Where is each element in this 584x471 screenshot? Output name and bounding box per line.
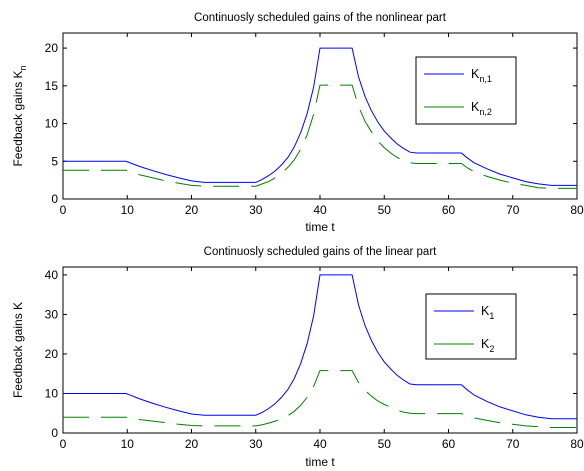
y-tick-label: 0 <box>51 192 58 206</box>
x-axis-label: time t <box>305 455 335 469</box>
x-tick-label: 20 <box>185 437 199 451</box>
series-line-2 <box>63 84 577 189</box>
legend-entry-2: Kn,2 <box>471 100 492 117</box>
legend-box <box>425 293 517 360</box>
x-tick-label: 30 <box>249 203 263 217</box>
x-tick-label: 20 <box>185 203 199 217</box>
x-tick-label: 40 <box>313 437 327 451</box>
y-tick-label: 10 <box>45 117 59 131</box>
x-tick-label: 40 <box>313 203 327 217</box>
legend-entry-1: Kn,1 <box>471 67 492 84</box>
x-tick-label: 50 <box>378 437 392 451</box>
y-axis-label: Feedback gains K <box>11 302 25 398</box>
y-tick-label: 20 <box>45 347 59 361</box>
y-axis-label: Feedback gains Kn <box>11 65 28 166</box>
y-tick-label: 0 <box>51 426 58 440</box>
x-tick-label: 80 <box>570 203 584 217</box>
legend: K1 K2 <box>425 293 517 360</box>
y-tick-label: 15 <box>45 79 59 93</box>
y-tick-label: 5 <box>51 154 58 168</box>
x-tick-label: 30 <box>249 437 263 451</box>
x-tick-label: 60 <box>442 203 456 217</box>
chart-title: Continuosly scheduled gains of the linea… <box>204 246 438 258</box>
series-line-1 <box>63 274 577 420</box>
series-line-1 <box>63 47 577 186</box>
x-tick-label: 10 <box>121 203 135 217</box>
x-tick-label: 10 <box>121 437 135 451</box>
y-tick-label: 20 <box>45 41 59 55</box>
y-tick-label: 10 <box>45 386 59 400</box>
x-tick-label: 0 <box>60 203 67 217</box>
x-tick-label: 70 <box>506 203 520 217</box>
x-axis-label: time t <box>305 220 335 234</box>
legend-entry-1: K1 <box>481 304 494 321</box>
x-tick-label: 70 <box>506 437 520 451</box>
x-tick-label: 80 <box>570 437 584 451</box>
x-tick-label: 60 <box>442 437 456 451</box>
x-tick-label: 50 <box>378 203 392 217</box>
y-tick-label: 40 <box>45 268 59 282</box>
legend-entry-2: K2 <box>481 337 494 354</box>
legend: Kn,1 Kn,2 <box>415 56 517 125</box>
chart-panel-2: Continuosly scheduled gains of the linea… <box>11 246 584 469</box>
chart-panel-1: Continuosly scheduled gains of the nonli… <box>11 12 584 234</box>
chart-title: Continuosly scheduled gains of the nonli… <box>194 12 447 24</box>
series-line-2 <box>63 370 577 428</box>
x-tick-label: 0 <box>60 437 67 451</box>
y-tick-label: 30 <box>45 307 59 321</box>
legend-box <box>415 56 517 125</box>
